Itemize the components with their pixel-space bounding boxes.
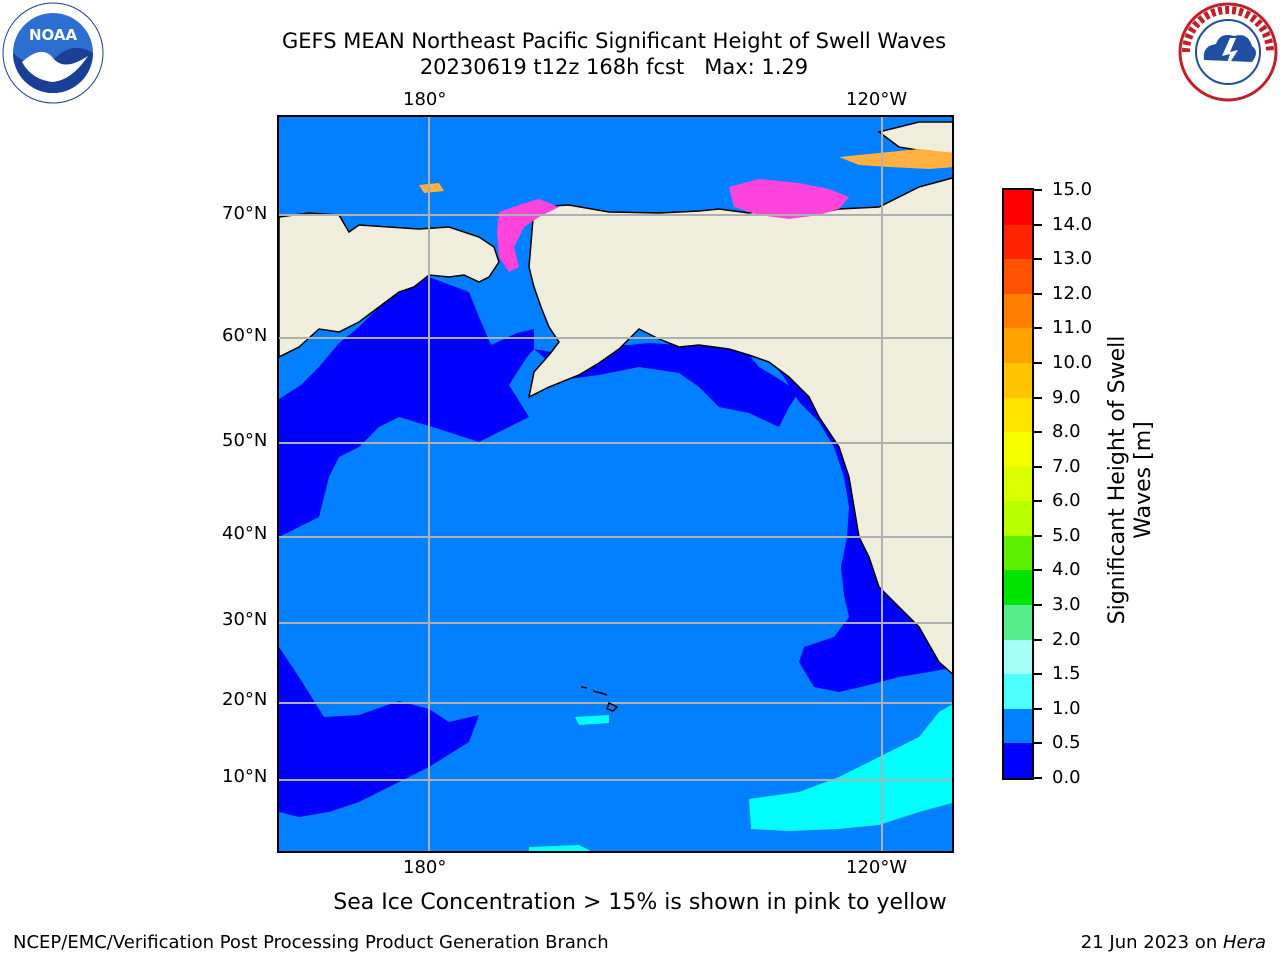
colorbar-tick xyxy=(1034,500,1042,503)
map-panel xyxy=(277,115,954,853)
ocean-swell-high-southeast xyxy=(749,704,952,831)
colorbar-segment xyxy=(1004,708,1032,744)
colorbar-tick xyxy=(1034,604,1042,607)
colorbar-tick xyxy=(1034,673,1042,676)
ocean-swell-low-southwest xyxy=(279,647,479,817)
lon-label-bottom-180: 180° xyxy=(403,857,447,878)
colorbar-tick xyxy=(1034,465,1042,468)
hawaii-islands xyxy=(580,686,619,712)
colorbar-tick xyxy=(1034,742,1042,745)
map-gridlines xyxy=(279,117,952,851)
lat-label-10n: 10°N xyxy=(222,766,268,787)
colorbar-tick-label: 14.0 xyxy=(1052,213,1093,235)
colorbar-segment xyxy=(1004,466,1032,502)
nws-logo xyxy=(1178,2,1278,102)
chart-title: GEFS MEAN Northeast Pacific Significant … xyxy=(281,29,947,53)
colorbar-tick-label: 1.5 xyxy=(1052,663,1081,685)
colorbar-label: Significant Height of Swell Waves [m] xyxy=(1105,335,1156,625)
colorbar-segment xyxy=(1004,432,1032,468)
chart-subtitle: 20230619 t12z 168h fcst Max: 1.29 xyxy=(419,55,809,79)
lon-label-top-180: 180° xyxy=(403,89,447,110)
colorbar-tick xyxy=(1034,707,1042,710)
colorbar-tick-label: 13.0 xyxy=(1052,248,1093,270)
colorbar-tick xyxy=(1034,223,1042,226)
colorbar-tick xyxy=(1034,327,1042,330)
footer-machine: Hera xyxy=(1222,932,1266,953)
lat-label-40n: 40°N xyxy=(222,523,268,544)
footer-date: 21 Jun 2023 on xyxy=(1080,932,1223,953)
noaa-logo: NOAA xyxy=(2,2,104,104)
lat-label-70n: 70°N xyxy=(222,203,268,224)
sea-ice-chukchi xyxy=(497,199,559,272)
colorbar-segment xyxy=(1004,674,1032,710)
colorbar-segment xyxy=(1004,397,1032,433)
lat-label-20n: 20°N xyxy=(222,689,268,710)
colorbar-segment xyxy=(1004,190,1032,226)
colorbar-tick xyxy=(1034,569,1042,572)
colorbar-segment xyxy=(1004,743,1032,778)
colorbar-tick xyxy=(1034,292,1042,295)
colorbar-segment xyxy=(1004,362,1032,399)
colorbar-segment xyxy=(1004,501,1032,537)
colorbar-tick-label: 2.0 xyxy=(1052,628,1081,650)
sea-ice-wrangel xyxy=(419,183,444,193)
colorbar-tick-label: 3.0 xyxy=(1052,594,1081,616)
colorbar-tick-label: 12.0 xyxy=(1052,282,1093,304)
colorbar-tick xyxy=(1034,431,1042,434)
colorbar-tick xyxy=(1034,258,1042,261)
colorbar-segment xyxy=(1004,570,1032,606)
colorbar-segment xyxy=(1004,639,1032,675)
colorbar-tick-label: 7.0 xyxy=(1052,455,1081,477)
colorbar-tick-label: 10.0 xyxy=(1052,351,1093,373)
lon-label-bottom-120w: 120°W xyxy=(846,857,908,878)
footer-right: 21 Jun 2023 on Hera xyxy=(1081,932,1266,953)
colorbar-tick-label: 0.5 xyxy=(1052,732,1081,754)
colorbar-segment xyxy=(1004,535,1032,571)
sea-ice-beaufort xyxy=(729,179,849,219)
noaa-logo-text: NOAA xyxy=(29,26,78,44)
colorbar-tick-label: 9.0 xyxy=(1052,386,1081,408)
ocean-swell-high-hawaii xyxy=(575,715,609,725)
lat-label-50n: 50°N xyxy=(222,430,268,451)
lat-label-60n: 60°N xyxy=(222,325,268,346)
colorbar-tick-label: 4.0 xyxy=(1052,559,1081,581)
ocean-swell-low-alaska-shelf xyxy=(534,343,799,427)
lat-label-30n: 30°N xyxy=(222,609,268,630)
colorbar-tick xyxy=(1034,777,1042,779)
colorbar-segment xyxy=(1004,259,1032,295)
sea-ice-archipelago xyxy=(839,149,952,169)
colorbar-tick xyxy=(1034,638,1042,641)
colorbar-tick-label: 5.0 xyxy=(1052,524,1081,546)
colorbar-tick-label: 0.0 xyxy=(1052,767,1081,788)
colorbar-tick xyxy=(1034,534,1042,537)
colorbar xyxy=(1002,188,1034,780)
land-arctic-islands xyxy=(877,121,952,158)
map-svg xyxy=(279,117,952,851)
colorbar-tick-label: 8.0 xyxy=(1052,421,1081,443)
colorbar-segment xyxy=(1004,328,1032,364)
ocean-swell-low-north-west xyxy=(279,277,534,537)
colorbar-tick-label: 6.0 xyxy=(1052,490,1081,512)
footer-left: NCEP/EMC/Verification Post Processing Pr… xyxy=(13,932,609,953)
colorbar-tick-label: 11.0 xyxy=(1052,317,1093,339)
colorbar-segment xyxy=(1004,224,1032,260)
colorbar-tick xyxy=(1034,361,1042,364)
ocean-swell-high-south-edge xyxy=(529,845,591,851)
map-caption: Sea Ice Concentration > 15% is shown in … xyxy=(333,890,947,915)
colorbar-tick-label: 15.0 xyxy=(1052,179,1093,200)
colorbar-tick xyxy=(1034,189,1042,191)
colorbar-tick-label: 1.0 xyxy=(1052,697,1081,719)
colorbar-segment xyxy=(1004,605,1032,641)
land-siberia xyxy=(279,212,500,358)
colorbar-tick xyxy=(1034,396,1042,399)
lon-label-top-120w: 120°W xyxy=(846,89,908,110)
colorbar-segment xyxy=(1004,293,1032,329)
